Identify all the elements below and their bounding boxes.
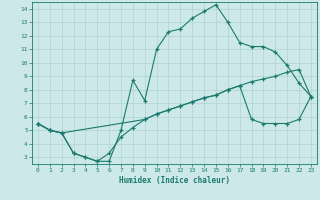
X-axis label: Humidex (Indice chaleur): Humidex (Indice chaleur)	[119, 176, 230, 185]
